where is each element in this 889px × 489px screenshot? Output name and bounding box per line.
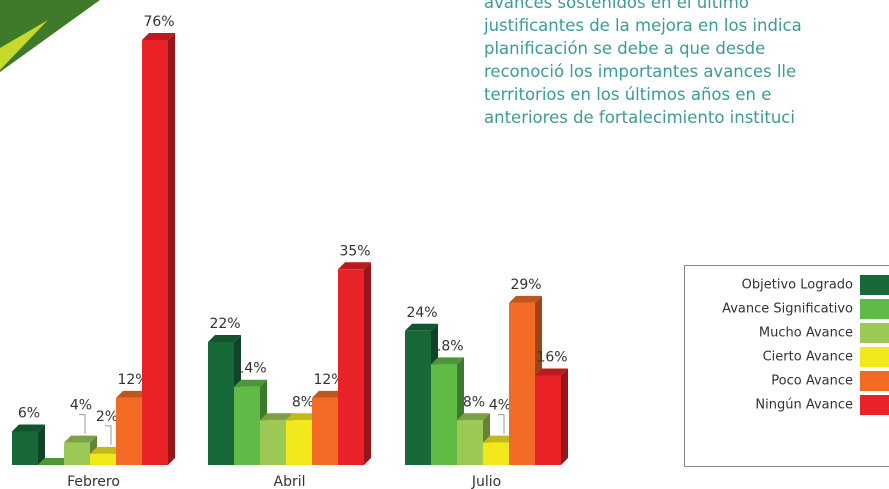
data-label: 8%	[463, 394, 485, 410]
bar	[338, 269, 364, 465]
bar	[535, 376, 561, 465]
bar	[509, 303, 535, 465]
bar	[286, 420, 312, 465]
bar	[64, 443, 90, 465]
legend-label: Objetivo Logrado	[742, 278, 853, 293]
data-label: 6%	[18, 405, 40, 421]
chart: avances sostenidos en el último justifica…	[0, 0, 889, 489]
leader-line	[498, 415, 504, 434]
bar	[457, 420, 483, 465]
data-label: 16%	[536, 350, 567, 366]
legend-label: Avance Significativo	[722, 302, 853, 317]
legend-label: Mucho Avance	[759, 326, 853, 341]
paragraph-line: territorios en los últimos años en e	[484, 85, 771, 104]
bar	[208, 342, 234, 465]
bar	[90, 454, 116, 465]
legend-label: Poco Avance	[771, 374, 853, 389]
paragraph-line: planificación se debe a que desde	[484, 39, 765, 58]
leader-line	[105, 426, 111, 445]
legend-swatch	[860, 395, 889, 415]
data-label: 76%	[143, 14, 174, 30]
data-label: 29%	[510, 277, 541, 293]
data-label: 22%	[209, 316, 240, 332]
data-label: 14%	[235, 361, 266, 377]
corner-decoration	[0, 0, 100, 72]
x-tick-label: Julio	[471, 474, 501, 489]
legend-swatch	[860, 347, 889, 367]
bar	[260, 420, 286, 465]
leader-line	[79, 415, 85, 434]
paragraph-line: justificantes de la mejora en los indica	[483, 16, 802, 35]
paragraph-line: reconoció los importantes avances lle	[484, 62, 796, 81]
x-tick-label: Abril	[274, 474, 306, 489]
bar	[312, 398, 338, 465]
bar	[116, 398, 142, 465]
bar-side	[38, 424, 45, 465]
bar	[483, 443, 509, 465]
paragraph-line: anteriores de fortalecimiento instituci	[484, 108, 795, 127]
legend-swatch	[860, 371, 889, 391]
bar-side	[561, 369, 568, 465]
bar-side	[364, 262, 371, 465]
data-label: 4%	[70, 398, 92, 414]
legend-swatch	[860, 275, 889, 295]
data-label: 24%	[406, 305, 437, 321]
bar	[142, 40, 168, 465]
bar	[431, 364, 457, 465]
legend-label: Cierto Avance	[763, 350, 853, 365]
bar	[234, 387, 260, 465]
legend-swatch	[860, 323, 889, 343]
legend-box	[685, 266, 889, 467]
data-label: 35%	[339, 243, 370, 259]
bar-side	[168, 33, 175, 465]
legend-label: Ningún Avance	[755, 398, 853, 413]
data-label: 8%	[292, 394, 314, 410]
bar	[405, 331, 431, 465]
data-label: 2%	[96, 409, 118, 425]
data-label: 18%	[432, 338, 463, 354]
x-tick-label: Febrero	[67, 474, 120, 489]
legend-swatch	[860, 299, 889, 319]
paragraph-line: avances sostenidos en el último	[484, 0, 749, 12]
data-label: 4%	[489, 398, 511, 414]
bar	[12, 431, 38, 465]
